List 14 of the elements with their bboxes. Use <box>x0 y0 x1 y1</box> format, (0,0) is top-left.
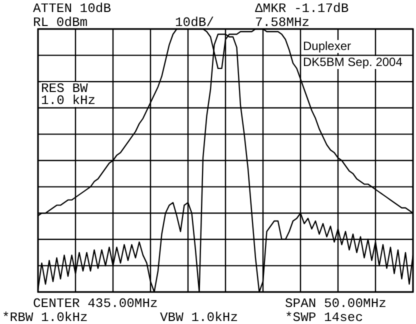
annotation: DK5BM Sep. 2004 <box>303 55 402 69</box>
annotation: 1.0 kHz <box>41 93 96 108</box>
annotation: 10dB/ <box>175 15 214 30</box>
text: ATTEN 10dB <box>33 1 112 16</box>
annotation: 7.58MHz <box>255 15 310 30</box>
text: VBW 1.0kHz <box>160 310 238 324</box>
annotation: RL 0dBm <box>33 15 88 30</box>
text: SPAN 50.00MHz <box>285 296 386 311</box>
annotation: RES BW <box>41 81 88 96</box>
annotation: Duplexer <box>303 39 352 53</box>
text: ΔMKR -1.17dB <box>255 1 349 16</box>
text: *RBW 1.0kHz <box>2 310 88 324</box>
text: *SWP 14sec <box>285 310 364 324</box>
text: CENTER 435.00MHz <box>33 296 158 311</box>
